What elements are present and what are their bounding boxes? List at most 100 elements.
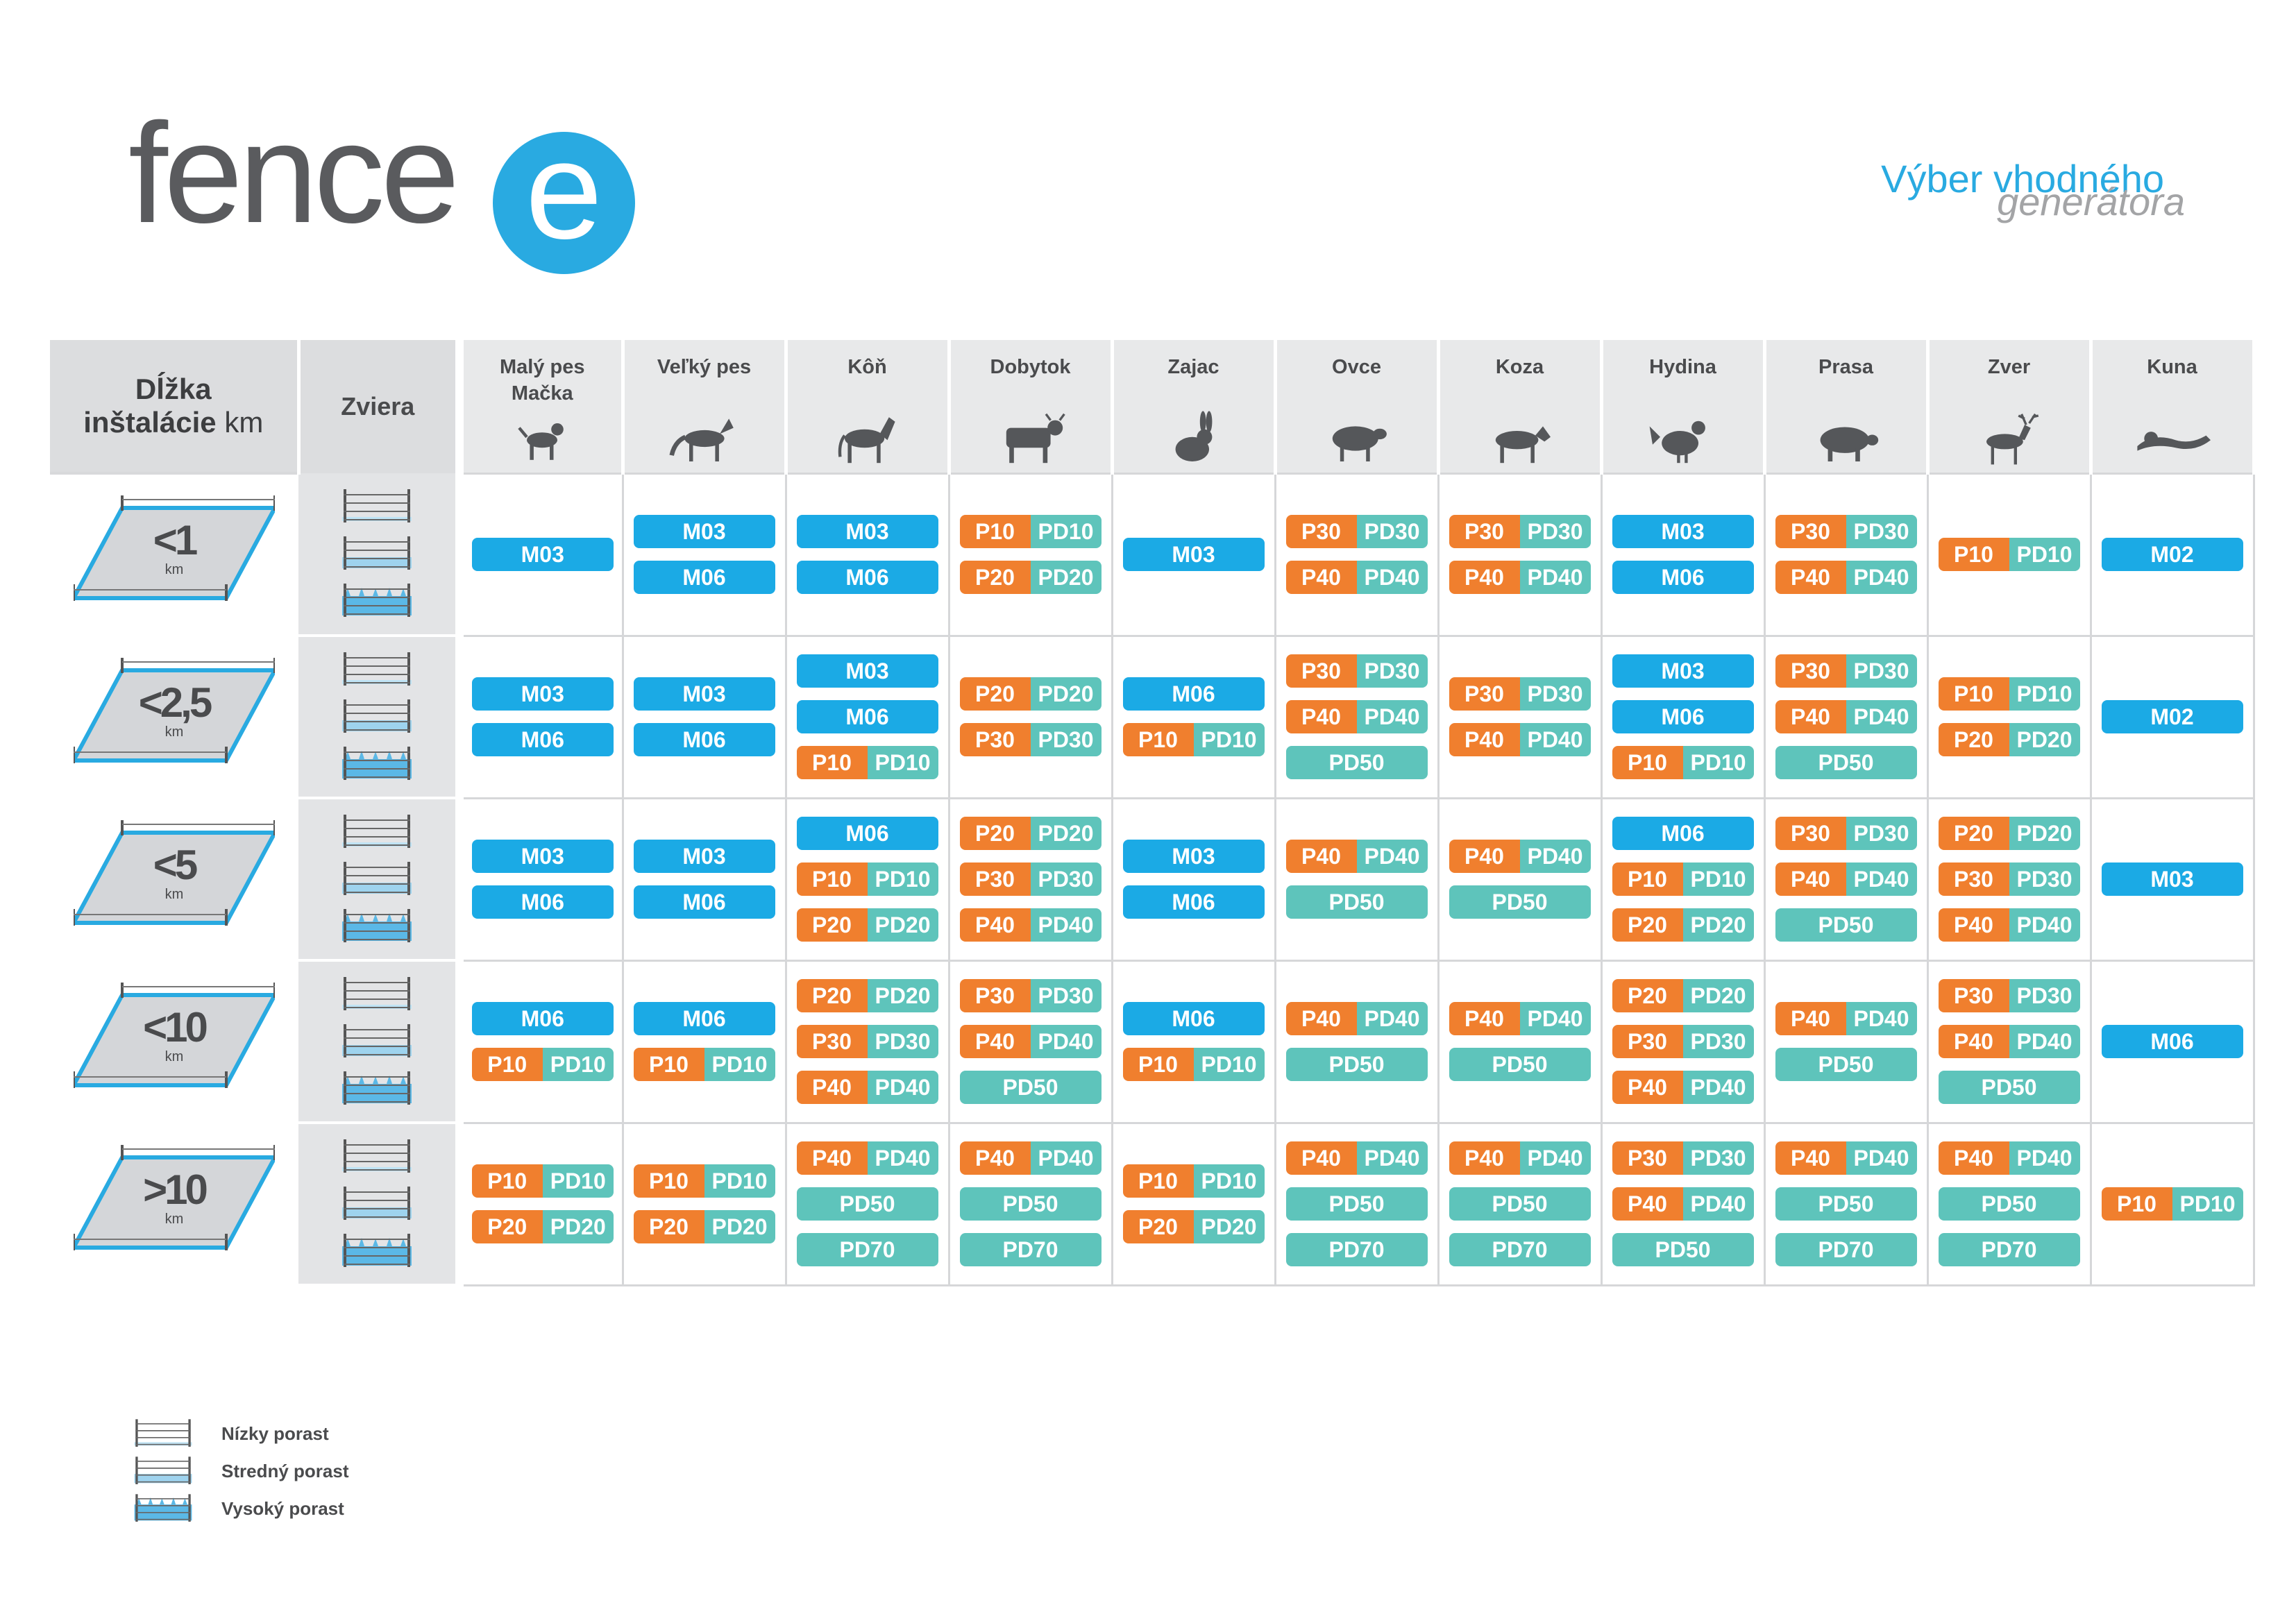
generator-code: P30 [1285,654,1357,688]
generator-badge: M03 [796,654,938,688]
generator-badge: P30 PD30 [1285,654,1428,688]
generator-badge: M06 [1612,817,1754,850]
generator-code: PD30 [2009,863,2080,896]
length-cell: <2,5 km [50,634,298,799]
generator-list: P40 PD40 PD50 PD70 [787,1141,948,1266]
generator-list: P30 PD30 P40 PD40 PD50 [1276,654,1437,779]
generator-list: P10 PD10 P20 PD20 [1113,1164,1274,1243]
generator-badge: M06 [1122,677,1265,711]
generator-code: PD40 [1846,561,1917,594]
generator-cell: P40 PD40 PD50 PD70 [947,1121,1113,1286]
generator-code: PD50 [1449,1048,1591,1081]
generator-cell: P30 PD30 P40 PD40 [1437,634,1603,799]
length-label: <10 [143,1004,208,1051]
generator-code: PD50 [959,1071,1101,1104]
generator-code: PD30 [2009,979,2080,1012]
generator-code: P40 [1285,700,1357,733]
generator-badge: P20 PD20 [796,908,938,942]
animal-name-line1: Zver [1987,356,2031,378]
high-vegetation-icon [342,581,412,621]
generator-code: M06 [796,700,938,733]
generator-badge: M06 [633,1002,775,1035]
medium-vegetation-icon [342,859,412,899]
generator-cell: M03 M06 [784,472,950,637]
generator-code: PD30 [1682,1141,1754,1175]
generator-list: M06 P10 PD10 [1113,677,1274,756]
length-unit: km [164,1049,184,1064]
generator-code: P20 [1122,1210,1194,1243]
generator-selection-table: Dĺžka inštalácie km Zviera Malý pes Mačka… [50,340,2256,1286]
generator-code: P30 [1775,515,1846,548]
generator-badge: M03 [471,677,614,711]
generator-list: P40 PD40 PD50 [1440,1002,1601,1081]
generator-code: P20 [1612,908,1683,942]
generator-cell: M06 P10 PD10 [1111,959,1276,1124]
generator-badge: PD70 [1775,1233,1917,1266]
generator-list: P10 PD10 P20 PD20 [950,515,1111,594]
tagline-line2: generátora [1997,180,2185,223]
generator-badge: P30 PD30 [1285,515,1428,548]
legend-item: Nízky porast [134,1416,349,1452]
logo-text: fence [128,94,459,253]
generator-code: P30 [1775,654,1846,688]
generator-code: P20 [959,817,1031,850]
generator-list: P20 PD20 P30 PD30 P40 PD40 [1929,817,2090,942]
generator-code: PD30 [1846,515,1917,548]
generator-badge: P20 PD20 [1612,908,1754,942]
generator-list: M06 P10 PD10 P20 PD20 [1603,817,1764,942]
generator-badge: M02 [2101,538,2243,571]
generator-code: P20 [1938,723,2009,756]
generator-badge: PD70 [959,1233,1101,1266]
generator-code: P10 [633,1164,704,1198]
generator-badge: P10 PD10 [1612,863,1754,896]
animal-name: Zver [1930,354,2089,407]
length-header: Dĺžka inštalácie km [50,340,301,473]
animal-header: Kôň [786,340,951,473]
low-vegetation-icon [342,1137,412,1177]
generator-list: P40 PD40 PD50 [1440,840,1601,919]
generator-badge: M03 [2101,863,2243,896]
vegetation-stack [298,486,455,621]
generator-code: PD40 [1519,840,1591,873]
generator-code: PD50 [1775,746,1917,779]
generator-code: M03 [633,515,775,548]
generator-badge: P30 PD30 [1449,515,1591,548]
generator-code: PD40 [1682,1071,1754,1104]
generator-code: PD40 [2009,1025,2080,1058]
generator-list: P30 PD30 P40 PD40 PD50 [1766,654,1927,779]
generator-badge: M06 [633,561,775,594]
generator-code: P10 [1122,1048,1194,1081]
generator-code: M06 [633,723,775,756]
high-vegetation-icon [342,1231,412,1271]
generator-cell: P30 PD30 P40 PD40 PD50 [1926,959,2092,1124]
generator-badge: P30 PD30 [796,1025,938,1058]
generator-list: P10 PD10 [2092,1187,2253,1221]
generator-code: P10 [471,1164,543,1198]
low-vegetation-icon [342,649,412,690]
generator-cell: M06 P10 PD10 [1111,634,1276,799]
generator-badge: M06 [796,817,938,850]
generator-code: PD20 [2009,723,2080,756]
generator-code: P40 [1449,840,1520,873]
generator-list: P40 PD40 PD50 PD70 [1929,1141,2090,1266]
animal-name: Koza [1440,354,1600,407]
generator-badge: PD50 [959,1187,1101,1221]
generator-code: PD20 [542,1210,614,1243]
generator-code: M06 [796,817,938,850]
dog-large-icon [625,411,784,466]
generator-cell: M03 M06 [1111,797,1276,962]
generator-badge: P40 PD40 [1775,700,1917,733]
generator-cell: P20 PD20 P30 PD30 P40 PD40 [1926,797,2092,962]
generator-list: P20 PD20 P30 PD30 P40 PD40 [1603,979,1764,1104]
generator-badge: PD50 [1449,1048,1591,1081]
generator-badge: P40 PD40 [1285,700,1428,733]
generator-cell: P40 PD40 PD50 PD70 [784,1121,950,1286]
generator-list: M03 M06 [464,677,622,756]
generator-badge: P10 PD10 [2101,1187,2243,1221]
length-unit: km [164,724,184,740]
generator-code: P20 [959,561,1031,594]
generator-code: PD40 [1519,1141,1591,1175]
generator-code: PD10 [867,863,938,896]
length-label: >10 [143,1166,208,1213]
animal-header: Ovce [1275,340,1440,473]
